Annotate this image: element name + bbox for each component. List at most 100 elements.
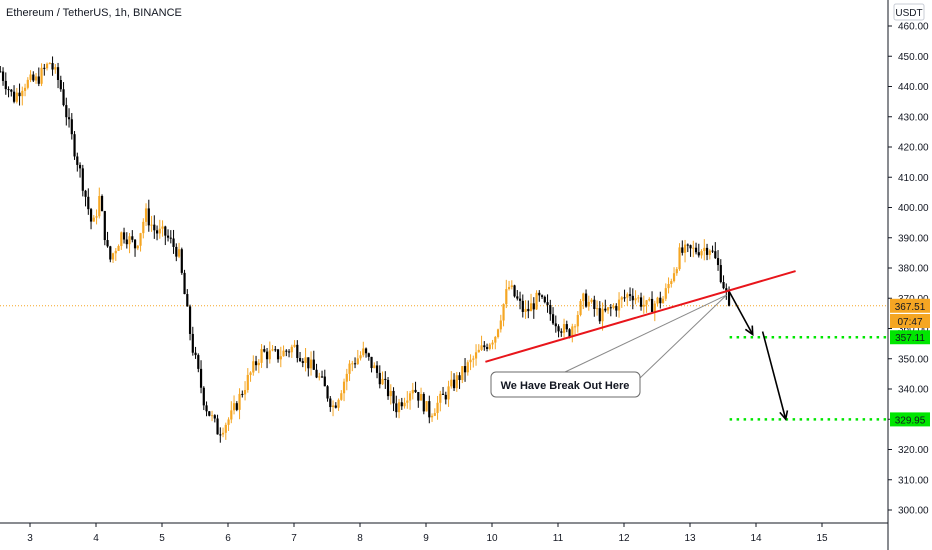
candle-body [285, 350, 288, 352]
candle-body [4, 80, 7, 90]
candle-body [345, 373, 348, 382]
candle-body [683, 244, 687, 253]
candle-body [37, 76, 40, 84]
candle-body [290, 346, 293, 353]
target-2-value: 329.95 [895, 415, 926, 426]
candle-body [414, 389, 417, 393]
price-tick-label: 380.00 [898, 264, 929, 275]
candle-body [472, 358, 475, 360]
time-tick-label: 15 [816, 533, 828, 544]
callout-leader-line [564, 294, 727, 373]
candle-body [719, 265, 722, 283]
candle-body [529, 303, 533, 312]
candle-body [727, 290, 731, 306]
candle-body [276, 349, 280, 360]
candle-body [463, 366, 467, 373]
candle-body [502, 304, 505, 321]
candle-body [48, 63, 51, 65]
candle-body [128, 236, 131, 245]
callout-text: We Have Break Out Here [501, 380, 630, 392]
candle-body [224, 424, 227, 433]
candle-body [362, 348, 365, 356]
candle-body [543, 296, 546, 303]
projection-arrow-shaft [761, 331, 787, 420]
target-1-value: 357.11 [895, 333, 925, 344]
candle-body [197, 355, 200, 369]
candle-body [661, 298, 665, 304]
candle-body [422, 394, 425, 412]
candle-body [100, 196, 104, 212]
currency-button[interactable]: USDT [893, 3, 925, 21]
candle-body [32, 74, 35, 81]
candle-body [568, 329, 571, 337]
candle-body [518, 298, 522, 301]
time-tick-label: 12 [618, 533, 630, 544]
target-2-tag: 329.95 [890, 412, 930, 427]
candle-body [254, 361, 258, 366]
breakout-callout[interactable]: We Have Break Out Here [490, 371, 641, 398]
candle-body [0, 71, 2, 73]
candle-body [439, 393, 442, 403]
candle-body [494, 336, 497, 343]
candle-body [474, 352, 478, 359]
candle-body [554, 323, 557, 327]
candle-body [188, 306, 192, 334]
candle-body [227, 419, 230, 425]
candle-body [648, 298, 651, 301]
candle-body [579, 301, 582, 315]
candle-body [103, 211, 106, 241]
candle-body [370, 356, 373, 369]
candle-body [260, 349, 263, 363]
price-tick-label: 350.00 [898, 354, 929, 365]
candle-body [111, 253, 115, 260]
candle-body [12, 91, 16, 102]
candle-body [18, 92, 21, 97]
candle-body [238, 393, 241, 410]
candle-body [144, 208, 148, 222]
candle-body [59, 80, 62, 90]
candle-body [312, 359, 315, 370]
candle-body [340, 393, 343, 400]
price-tick-label: 460.00 [898, 22, 929, 33]
candle-body [271, 349, 274, 351]
price-tick-label: 410.00 [898, 173, 929, 184]
candle-body [120, 232, 123, 247]
candle-body [408, 393, 412, 401]
candle-body [307, 357, 310, 369]
candle-body [76, 156, 79, 165]
candle-body [689, 245, 692, 249]
candle-body [320, 376, 324, 378]
projection-arrow-shaft [728, 291, 754, 335]
candle-body [601, 308, 604, 322]
candle-body [287, 351, 291, 353]
candle-body [458, 375, 461, 381]
candle-body [147, 208, 150, 226]
projection-arrow-head [744, 325, 754, 337]
drawings[interactable] [485, 270, 888, 422]
candle-body [304, 357, 307, 363]
candle-body [95, 216, 98, 218]
candle-body [54, 67, 57, 70]
time-tick-label: 6 [225, 533, 231, 544]
candle-body [329, 398, 332, 408]
candle-body [45, 63, 49, 69]
candle-body [694, 247, 698, 253]
candle-body [477, 349, 480, 353]
candle-body [367, 353, 370, 357]
candle-body [186, 294, 189, 307]
candle-body [623, 297, 626, 299]
candle-body [348, 363, 351, 374]
candle-body [447, 386, 450, 400]
candle-body [645, 300, 648, 305]
support-trendline [485, 270, 796, 363]
currency-label: USDT [895, 8, 922, 19]
candle-body [164, 226, 167, 236]
candle-body [725, 288, 728, 291]
candle-body [667, 283, 670, 289]
price-tick-label: 360.00 [898, 324, 929, 335]
countdown-value: 07:47 [897, 317, 922, 328]
candle-body [551, 314, 555, 324]
candle-body [450, 379, 453, 387]
candle-body [483, 345, 486, 348]
